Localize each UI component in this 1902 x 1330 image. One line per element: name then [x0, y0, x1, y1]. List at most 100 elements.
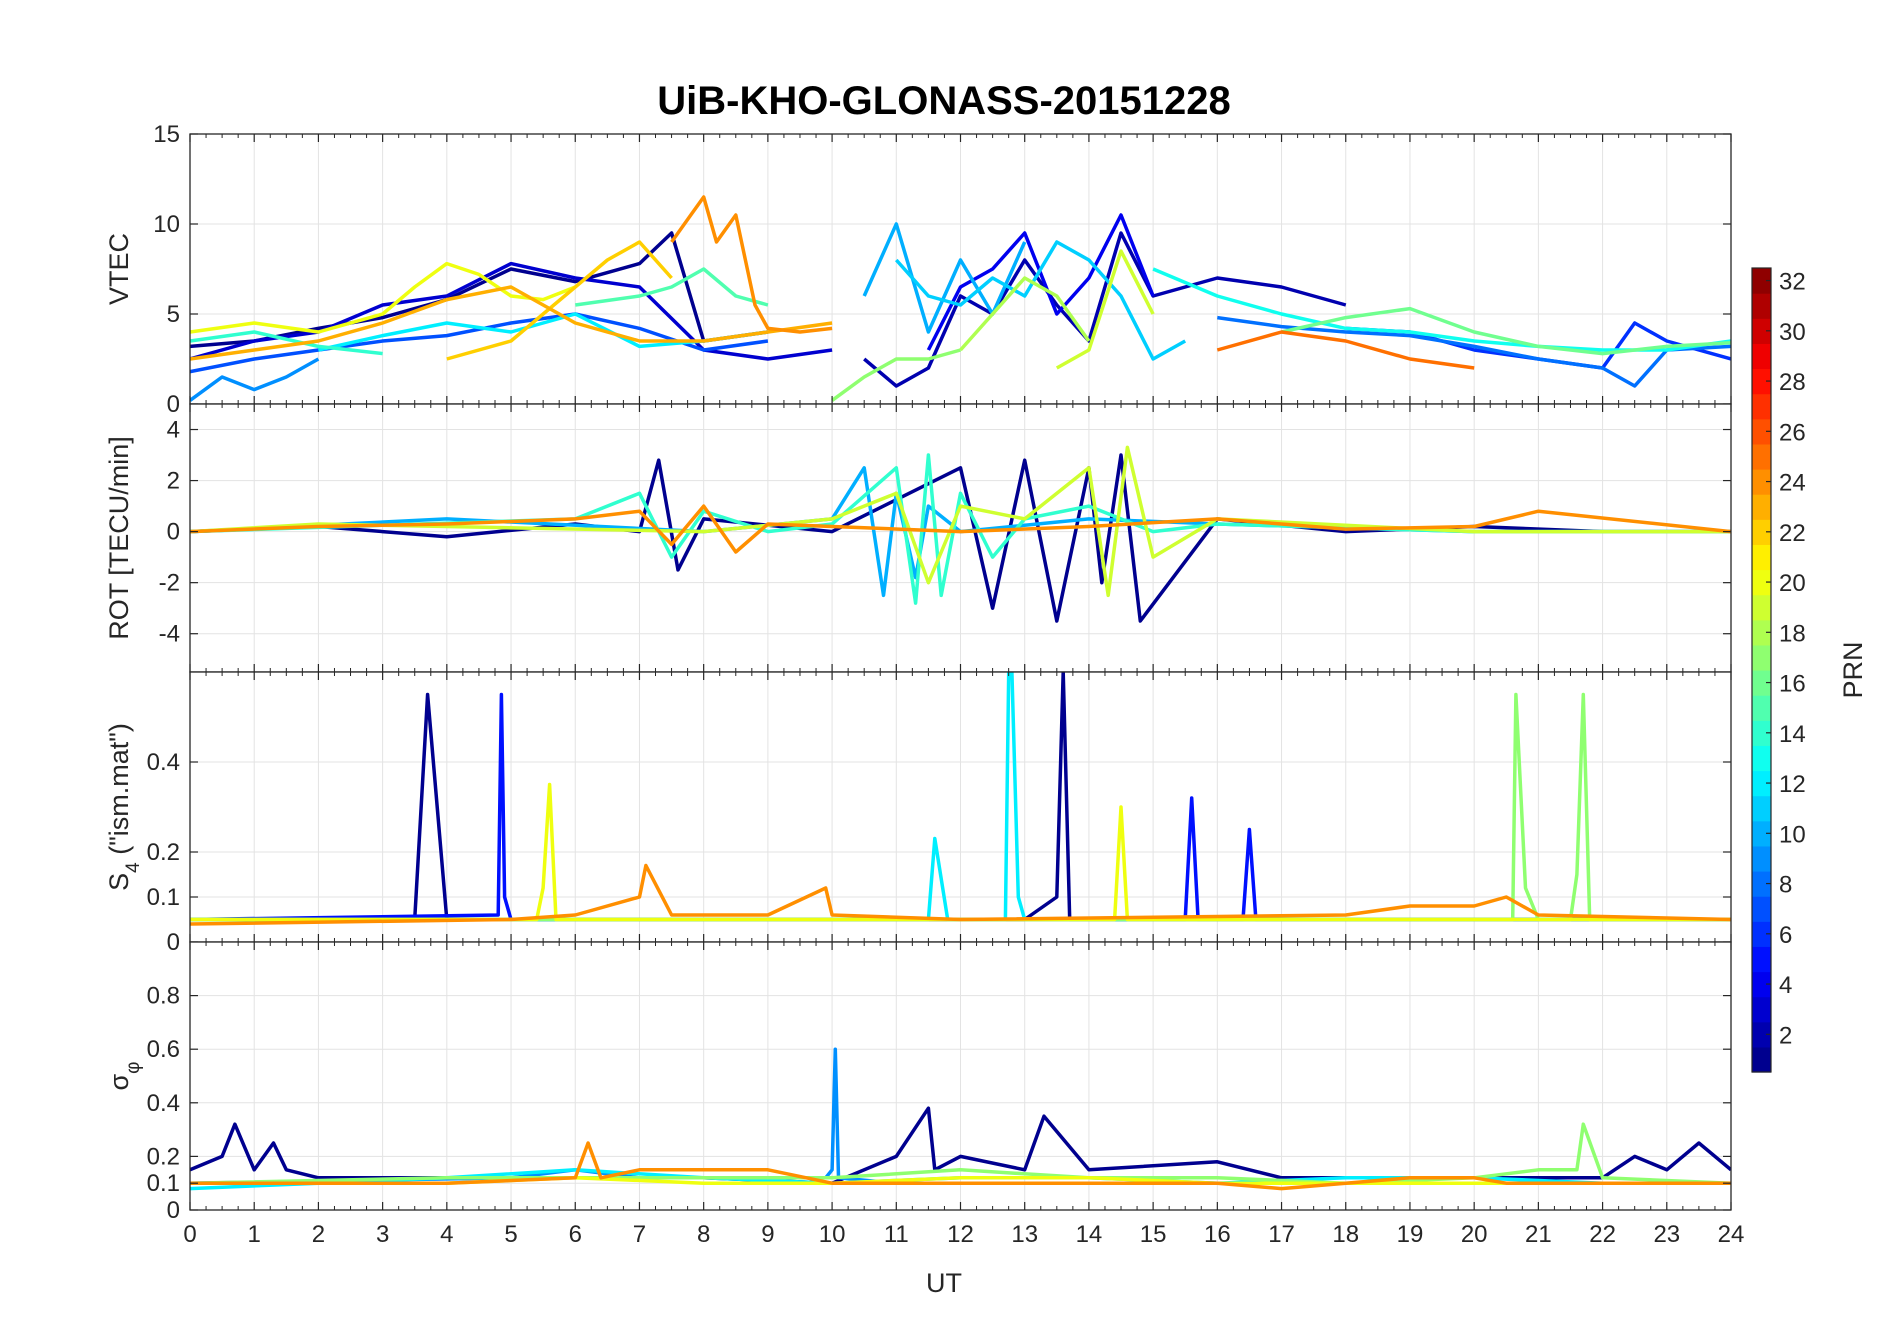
series-line-prn-14: [190, 330, 383, 356]
y-tick-label: 0.6: [147, 1036, 180, 1063]
colorbar-segment: [1752, 469, 1771, 495]
x-tick-label: 11: [884, 1221, 909, 1248]
series-line-prn-25: [1216, 330, 1475, 370]
x-tick-label: 15: [1140, 1221, 1167, 1248]
colorbar-segment: [1752, 318, 1771, 344]
series-group: [190, 445, 1731, 623]
colorbar-segment: [1752, 670, 1771, 696]
series-line-prn-24: [190, 863, 1731, 926]
x-tick-label: 14: [1076, 1221, 1103, 1248]
colorbar-segment: [1752, 594, 1771, 621]
colorbar-segment: [1752, 293, 1771, 319]
colorbar-segment: [1752, 946, 1771, 973]
colorbar-tick-label: 12: [1779, 771, 1806, 798]
colorbar-tick-label: 6: [1779, 922, 1792, 949]
panel-s4: 0 0.1 0.2 0.4S4 ("ism.mat"): [104, 671, 1732, 956]
y-tick-label: 5: [167, 301, 180, 328]
series-line-prn-10: [862, 222, 1027, 334]
colorbar-tick-label: 32: [1779, 269, 1806, 296]
x-tick-label: 4: [440, 1221, 453, 1248]
x-tick-label: 1: [248, 1221, 261, 1248]
series-line-prn-17: [831, 348, 961, 402]
series-line-prn-15: [575, 267, 769, 307]
x-tick-label: 10: [819, 1221, 846, 1248]
y-tick-label: 15: [153, 121, 180, 148]
colorbar-segment: [1752, 619, 1771, 646]
series-line-prn-2: [863, 231, 1347, 388]
colorbar-segment: [1752, 770, 1771, 797]
x-tick-label: 23: [1653, 1221, 1680, 1248]
x-tick-label: 21: [1525, 1221, 1552, 1248]
x-axis-label: UT: [926, 1268, 962, 1298]
colorbar-segment: [1752, 494, 1771, 520]
colorbar-segment: [1752, 845, 1771, 872]
x-tick-label: 16: [1204, 1221, 1231, 1248]
series-line-prn-5: [190, 692, 1731, 922]
colorbar-segment: [1752, 519, 1771, 545]
x-tick-label: 3: [376, 1221, 389, 1248]
colorbar-segment: [1752, 795, 1771, 822]
y-tick-label: 0.4: [147, 749, 180, 776]
colorbar-segment: [1752, 544, 1771, 571]
y-tick-label: 0.8: [147, 983, 180, 1010]
colorbar-segment: [1752, 569, 1771, 596]
y-axis-label-vtec: VTEC: [104, 233, 134, 305]
x-tick-label: 0: [183, 1221, 196, 1248]
y-tick-label: 0.1: [147, 884, 180, 911]
colorbar-segment: [1752, 896, 1771, 922]
colorbar-segment: [1752, 871, 1771, 897]
colorbar-segment: [1752, 971, 1771, 998]
colorbar-segment: [1752, 996, 1771, 1023]
series-line-prn-1: [190, 231, 769, 349]
colorbar-segment: [1752, 745, 1771, 772]
panel-rot: -4 -2 0 2 4 ROT [TECU/min]: [104, 403, 1732, 673]
x-tick-label: 2: [312, 1221, 325, 1248]
x-tick-label: 22: [1589, 1221, 1616, 1248]
colorbar-tick-label: 18: [1779, 620, 1806, 647]
series-line-prn-4: [926, 213, 1155, 351]
colorbar-segment: [1752, 921, 1771, 947]
y-tick-label: -2: [159, 570, 180, 597]
y-tick-label: 0.2: [147, 839, 180, 866]
colorbar-tick-label: 16: [1779, 671, 1806, 698]
y-tick-label: 0: [167, 929, 180, 956]
x-tick-label: 18: [1332, 1221, 1359, 1248]
series-line-prn-9: [190, 357, 320, 402]
series-line-prn-24: [190, 1141, 1731, 1191]
colorbar-segment: [1752, 393, 1771, 420]
y-tick-label: 4: [167, 417, 180, 444]
chart-title: UiB-KHO-GLONASS-20151228: [657, 79, 1231, 123]
y-tick-label: 0: [167, 519, 180, 546]
series-line-prn-12: [190, 672, 1731, 922]
y-tick-label: 0: [167, 1197, 180, 1224]
colorbar-segment: [1752, 695, 1771, 721]
series-line-prn-18: [959, 276, 1091, 352]
x-tick-label: 24: [1718, 1221, 1745, 1248]
colorbar-tick-label: 22: [1779, 520, 1806, 547]
colorbar-tick-label: 30: [1779, 319, 1806, 346]
series-line-prn-16: [1281, 306, 1731, 356]
series-line-prn-22: [446, 240, 673, 361]
x-tick-label: 17: [1268, 1221, 1295, 1248]
x-tick-label: 8: [697, 1221, 710, 1248]
colorbar-segment: [1752, 820, 1771, 847]
colorbar-tick-label: 20: [1779, 570, 1806, 597]
colorbar-frame: [1751, 267, 1772, 1073]
colorbar-segment: [1752, 720, 1771, 746]
colorbar-tick-label: 4: [1779, 972, 1792, 999]
y-axis-label-sigma_phi: σφ: [104, 1062, 144, 1091]
colorbar-segment: [1752, 644, 1771, 671]
y-tick-label: 0.1: [147, 1170, 180, 1197]
series-line-prn-14: [190, 453, 1731, 605]
series-group: [190, 195, 1731, 402]
colorbar-tick-label: 28: [1779, 369, 1806, 396]
series-line-prn-8: [1217, 315, 1731, 388]
series-group: [190, 672, 1731, 926]
colorbar-segment: [1752, 418, 1771, 445]
series-line-prn-7: [190, 312, 769, 374]
y-tick-label: 2: [167, 468, 180, 495]
y-tick-label: 0.4: [147, 1090, 180, 1117]
colorbar-segment: [1752, 343, 1771, 370]
series-line-prn-17: [190, 1122, 1731, 1185]
x-tick-label: 20: [1461, 1221, 1488, 1248]
